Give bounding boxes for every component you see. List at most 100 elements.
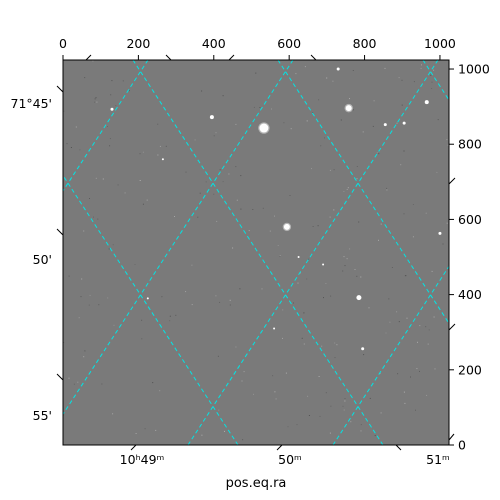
right-tick-label: 200	[458, 362, 482, 377]
bottom-axis-title: pos.eq.ra	[226, 476, 287, 491]
noise-pixel	[63, 342, 65, 343]
image-noise	[63, 60, 449, 441]
noise-pixel	[169, 315, 171, 317]
noise-pixel	[222, 181, 224, 183]
noise-pixel	[139, 153, 141, 155]
bottom-tick-label: 50ᵐ	[278, 452, 302, 467]
noise-pixel	[235, 166, 237, 168]
noise-pixel	[272, 375, 274, 377]
edge-tick	[165, 54, 172, 61]
noise-pixel	[191, 304, 193, 306]
noise-pixel	[321, 345, 323, 347]
noise-pixel	[290, 128, 292, 130]
noise-pixel	[354, 269, 356, 270]
noise-pixel	[447, 144, 449, 146]
noise-pixel	[346, 258, 348, 260]
noise-pixel	[159, 145, 161, 147]
noise-pixel	[420, 67, 422, 69]
noise-pixel	[109, 145, 111, 147]
noise-pixel	[401, 79, 403, 81]
noise-pixel	[347, 187, 349, 189]
noise-pixel	[109, 138, 111, 140]
noise-pixel	[398, 77, 400, 79]
noise-pixel	[425, 212, 427, 214]
noise-pixel	[83, 230, 85, 232]
noise-pixel	[386, 187, 388, 189]
edge-tick	[85, 54, 92, 61]
noise-pixel	[218, 409, 220, 411]
noise-pixel	[378, 153, 380, 155]
noise-pixel	[360, 276, 362, 278]
star	[345, 105, 352, 112]
noise-pixel	[358, 221, 360, 223]
noise-pixel	[433, 316, 435, 318]
noise-pixel	[108, 248, 110, 250]
star	[402, 121, 406, 125]
noise-pixel	[277, 245, 279, 246]
noise-pixel	[81, 278, 83, 280]
noise-pixel	[308, 415, 310, 416]
noise-pixel	[362, 131, 364, 133]
noise-pixel	[386, 189, 388, 191]
noise-pixel	[169, 320, 171, 322]
noise-pixel	[325, 283, 327, 284]
noise-pixel	[77, 381, 79, 383]
noise-pixel	[356, 178, 358, 180]
noise-pixel	[97, 218, 99, 220]
noise-pixel	[139, 180, 141, 181]
noise-pixel	[113, 324, 115, 326]
star	[361, 347, 365, 351]
noise-pixel	[128, 90, 130, 92]
noise-pixel	[349, 98, 350, 100]
star	[336, 67, 340, 71]
noise-pixel	[175, 314, 177, 316]
noise-pixel	[343, 256, 345, 258]
noise-pixel	[215, 132, 217, 134]
noise-pixel	[262, 207, 264, 209]
noise-pixel	[307, 258, 309, 260]
noise-pixel	[380, 223, 382, 225]
noise-pixel	[296, 424, 298, 426]
noise-pixel	[446, 139, 448, 141]
noise-pixel	[111, 80, 113, 82]
noise-pixel	[397, 373, 399, 375]
noise-pixel	[201, 434, 203, 436]
noise-pixel	[92, 60, 94, 62]
noise-pixel	[144, 428, 146, 430]
noise-pixel	[194, 139, 196, 141]
star	[297, 256, 300, 259]
star	[383, 123, 387, 127]
noise-pixel	[232, 247, 234, 249]
noise-pixel	[426, 394, 428, 396]
noise-pixel	[213, 193, 215, 195]
noise-pixel	[235, 346, 237, 348]
top-axis: 0 200 400 600 800 1000	[59, 36, 456, 60]
noise-pixel	[437, 119, 439, 121]
noise-pixel	[431, 81, 433, 83]
noise-pixel	[349, 248, 351, 250]
noise-pixel	[431, 88, 433, 89]
noise-pixel	[369, 397, 371, 399]
noise-pixel	[323, 297, 324, 299]
edge-tick	[56, 85, 64, 93]
star	[146, 297, 149, 300]
noise-pixel	[419, 325, 421, 327]
noise-pixel	[252, 209, 254, 210]
noise-pixel	[318, 376, 320, 377]
noise-pixel	[124, 192, 126, 194]
noise-pixel	[380, 412, 382, 414]
noise-pixel	[419, 370, 420, 372]
noise-pixel	[307, 395, 309, 397]
noise-pixel	[68, 377, 70, 379]
edge-tick	[276, 444, 283, 451]
noise-pixel	[107, 297, 109, 299]
noise-pixel	[343, 191, 345, 192]
noise-pixel	[101, 383, 103, 385]
noise-pixel	[312, 226, 314, 227]
noise-pixel	[412, 204, 414, 205]
noise-pixel	[378, 239, 379, 241]
noise-pixel	[329, 216, 331, 218]
noise-pixel	[84, 77, 86, 79]
top-tick-label: 400	[202, 36, 226, 51]
noise-pixel	[403, 391, 405, 393]
